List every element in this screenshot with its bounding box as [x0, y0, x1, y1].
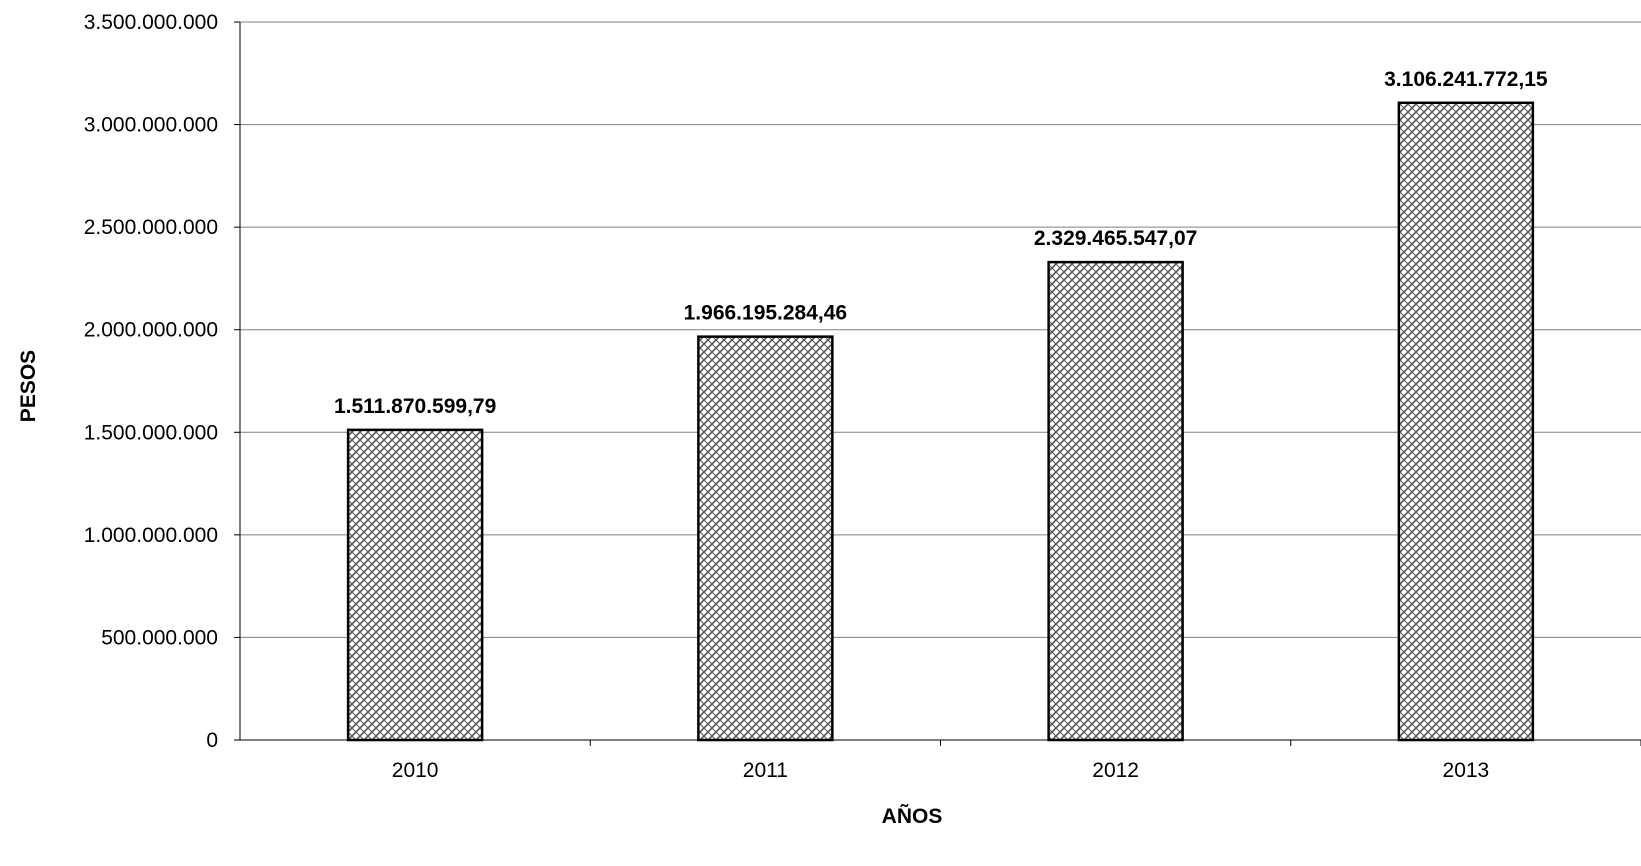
data-label-2010: 1.511.870.599,79 — [334, 395, 496, 418]
x-tick-label-2013: 2013 — [1443, 759, 1490, 782]
data-label-2011: 1.966.195.284,46 — [684, 302, 848, 325]
data-label-2012: 2.329.465.547,07 — [1034, 227, 1198, 250]
y-tick-label: 1.500.000.000 — [84, 421, 218, 444]
y-tick-label: 3.500.000.000 — [84, 11, 218, 34]
y-tick-label: 1.000.000.000 — [84, 524, 218, 547]
y-tick-label: 3.000.000.000 — [84, 114, 218, 137]
x-tick-label-2010: 2010 — [392, 759, 439, 782]
y-tick-label: 2.000.000.000 — [84, 319, 218, 342]
bar-2012 — [1047, 260, 1184, 742]
y-tick-label: 2.500.000.000 — [84, 216, 218, 239]
x-axis-title: AÑOS — [882, 805, 943, 828]
bar-2010 — [346, 428, 484, 742]
x-tick-label-2011: 2011 — [743, 759, 788, 782]
bars — [346, 101, 1535, 742]
bar-2013 — [1397, 101, 1535, 742]
y-tick-label: 0 — [206, 729, 218, 752]
data-label-2013: 3.106.241.772,15 — [1384, 68, 1548, 91]
y-axis-title: PESOS — [17, 350, 40, 422]
x-tick-label-2012: 2012 — [1092, 759, 1139, 782]
axes — [234, 21, 1641, 746]
bar-2011 — [697, 335, 834, 742]
labels: 0 500.000.000 1.000.000.000 1.500.000.000 2.… — [84, 11, 1548, 782]
y-tick-label: 500.000.000 — [101, 626, 218, 649]
